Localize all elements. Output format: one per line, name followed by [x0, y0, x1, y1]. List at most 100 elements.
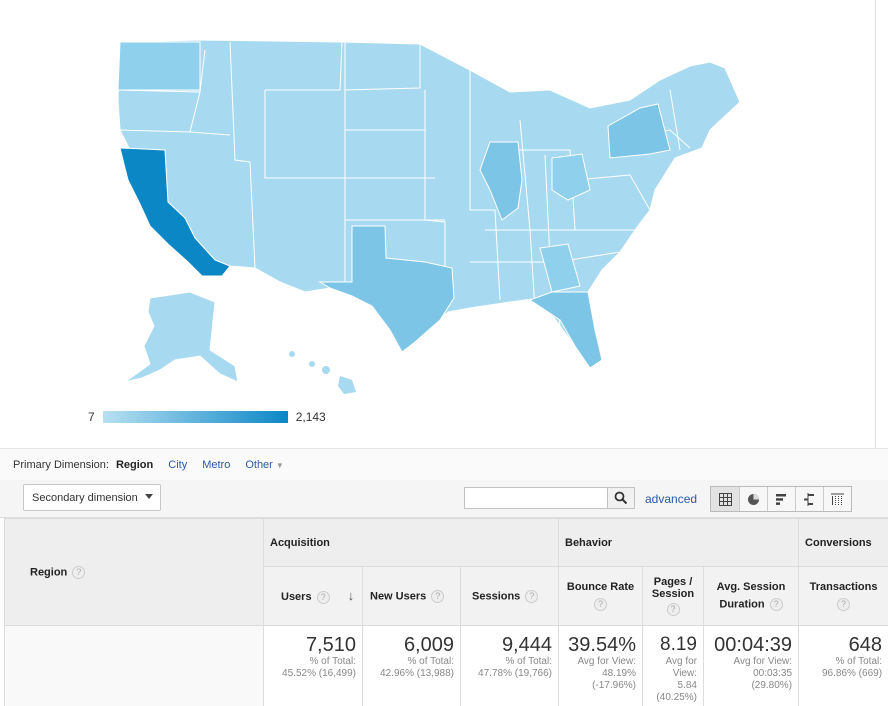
pages-session-total-sub4: (40.25%)	[656, 692, 697, 703]
map-region-texas[interactable]	[318, 225, 455, 353]
sessions-total-cell: 9,444 % of Total: 47.78% (19,766)	[460, 625, 559, 706]
bounce-rate-total-sub1: Avg for View:	[577, 656, 636, 667]
map-region-florida[interactable]	[528, 291, 603, 369]
map-region-california[interactable]	[119, 147, 231, 277]
avg-session-total-value: 00:04:39	[714, 634, 793, 656]
help-icon[interactable]: ?	[431, 589, 445, 603]
new-users-header-label: New Users	[370, 589, 427, 602]
legend-min: 7	[88, 410, 95, 424]
map-region-washington[interactable]	[117, 41, 201, 91]
avg-session-header-line2: Duration	[719, 598, 765, 611]
users-column-header[interactable]: Users? ↓	[263, 566, 363, 626]
region-totals-cell	[4, 625, 264, 706]
state-borders	[117, 41, 691, 327]
transactions-total-sub1: % of Total:	[835, 656, 883, 667]
map-region-georgia[interactable]	[539, 243, 581, 293]
sessions-header-label: Sessions	[472, 589, 521, 602]
table-group-header-row: Region? Acquisition Behavior Conversions	[4, 518, 888, 626]
pages-session-total-sub1: Avg for	[665, 656, 698, 667]
transactions-total-cell: 648 % of Total: 96.86% (669)	[798, 625, 888, 706]
report-table: Region? Acquisition Behavior Conversions…	[4, 518, 888, 706]
pages-session-total-cell: 8.19 Avg for View: 5.84 (40.25%)	[642, 625, 704, 706]
dimension-city[interactable]: City	[168, 458, 188, 471]
users-total-cell: 7,510 % of Total: 45.52% (16,499)	[263, 625, 363, 706]
new-users-total-cell: 6,009 % of Total: 42.96% (13,988)	[362, 625, 461, 706]
avg-session-total-sub3: (29.80%)	[751, 680, 793, 691]
performance-view-button[interactable]	[767, 487, 795, 511]
map-region-hawaii[interactable]	[289, 351, 356, 394]
dimension-other-label: Other	[245, 458, 273, 471]
new-users-column-header[interactable]: New Users?	[362, 566, 461, 626]
help-icon[interactable]: ?	[837, 598, 851, 611]
avg-session-total-sub1: Avg for View:	[733, 656, 793, 667]
primary-dimension-label: Primary Dimension:	[13, 458, 109, 471]
bounce-rate-total-sub2: 48.19%	[602, 668, 636, 679]
map-region-new-york[interactable]	[607, 103, 671, 159]
pages-session-header-line2: Session	[651, 588, 695, 600]
map-region-ohio[interactable]	[551, 153, 591, 201]
behavior-group-header: Behavior	[557, 518, 800, 567]
users-total-sub1: % of Total:	[309, 656, 356, 667]
advanced-filter-link[interactable]: advanced	[645, 492, 698, 506]
performance-view-icon	[776, 493, 786, 505]
conversions-group-label: Conversions	[805, 536, 872, 549]
map-region-illinois[interactable]	[479, 141, 523, 221]
legend-gradient-bar	[102, 411, 288, 423]
search-button[interactable]	[607, 487, 635, 509]
secondary-dimension-dropdown[interactable]: Secondary dimension	[23, 484, 161, 511]
bounce-rate-header-label: Bounce Rate	[566, 581, 635, 593]
dimension-region[interactable]: Region	[115, 458, 154, 471]
bounce-rate-total-sub3: (-17.96%)	[592, 680, 636, 691]
help-icon[interactable]: ?	[525, 589, 539, 603]
pages-session-total-value: 8.19	[660, 634, 697, 655]
pages-session-total-sub2: View:	[672, 668, 697, 679]
bounce-rate-total-value: 39.54%	[568, 634, 636, 656]
pie-view-button[interactable]	[739, 487, 767, 511]
conversions-group-header[interactable]: Conversions	[798, 518, 888, 567]
map-region-alaska[interactable]	[124, 291, 239, 383]
pages-session-header-line1: Pages /	[653, 576, 693, 588]
table-metric-header-row: Users? ↓ New Users? Sessions? Bounce Rate…	[5, 566, 888, 626]
comparison-view-button[interactable]	[795, 487, 823, 511]
us-region-map[interactable]	[90, 30, 750, 400]
pivot-view-icon	[831, 493, 844, 505]
avg-session-duration-column-header[interactable]: Avg. Session Duration?	[702, 566, 800, 626]
help-icon[interactable]: ?	[316, 590, 330, 604]
dimension-metro[interactable]: Metro	[202, 458, 231, 471]
help-icon[interactable]: ?	[769, 598, 783, 611]
pages-session-total-sub3: 5.84	[677, 680, 697, 691]
pivot-view-button[interactable]	[823, 487, 851, 511]
region-header-label: Region	[30, 565, 68, 578]
sessions-total-value: 9,444	[501, 634, 552, 656]
sessions-total-sub1: % of Total:	[505, 656, 552, 667]
transactions-total-value: 648	[848, 634, 883, 656]
table-totals-row: 7,510 % of Total: 45.52% (16,499) 6,009 …	[4, 625, 888, 706]
bounce-rate-total-cell: 39.54% Avg for View: 48.19% (-17.96%)	[558, 625, 643, 706]
primary-dimension-bar: Primary Dimension: Region City Metro Oth…	[0, 448, 888, 480]
search-icon	[614, 491, 628, 505]
chevron-down-icon: ▼	[275, 460, 284, 470]
secondary-dimension-label: Secondary dimension	[32, 491, 138, 504]
new-users-total-value: 6,009	[403, 634, 454, 656]
help-icon[interactable]: ?	[72, 565, 86, 579]
help-icon[interactable]: ?	[666, 603, 680, 616]
transactions-column-header[interactable]: Transactions ?	[798, 566, 888, 626]
users-total-value: 7,510	[305, 634, 356, 656]
avg-session-header-line1: Avg. Session	[716, 581, 786, 593]
users-total-sub2: 45.52% (16,499)	[282, 668, 356, 679]
pages-session-column-header[interactable]: Pages / Session ?	[642, 566, 704, 626]
new-users-total-sub1: % of Total:	[407, 656, 454, 667]
sessions-column-header[interactable]: Sessions?	[460, 566, 559, 626]
dimension-other[interactable]: Other ▼	[245, 459, 284, 471]
help-icon[interactable]: ?	[594, 598, 607, 611]
table-toolbar: Secondary dimension advanced	[0, 480, 888, 518]
bounce-rate-column-header[interactable]: Bounce Rate ?	[558, 566, 643, 626]
avg-session-total-sub2: 00:03:35	[753, 668, 793, 679]
view-switcher	[710, 486, 852, 512]
transactions-header-label: Transactions	[809, 581, 878, 593]
region-column-header[interactable]: Region?	[4, 518, 264, 626]
transactions-total-sub2: 96.86% (669)	[821, 668, 883, 679]
table-view-button[interactable]	[711, 487, 739, 511]
table-search-input[interactable]	[464, 487, 608, 509]
dropdown-arrow-icon	[145, 494, 153, 499]
